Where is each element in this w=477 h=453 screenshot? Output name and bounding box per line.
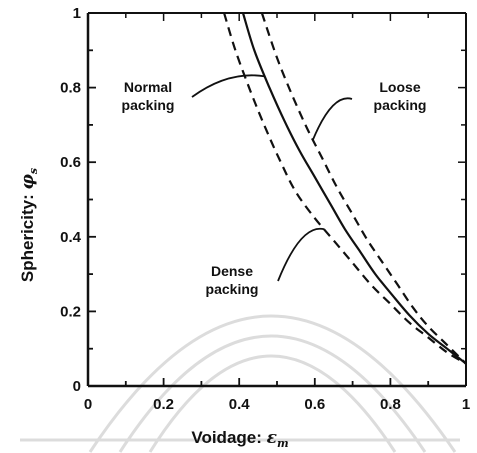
x-tick-label: 0	[84, 396, 92, 413]
y-tick-label: 0	[73, 378, 81, 395]
x-tick-label: 0.6	[304, 396, 325, 413]
y-tick-label: 0.6	[60, 154, 81, 171]
leader-line-dense-packing	[277, 227, 325, 282]
leader-line-loose-packing	[312, 97, 353, 141]
series-line-dense-packing	[223, 12, 467, 365]
annotation-loose-packing: Loose packing	[374, 79, 427, 113]
x-tick-label: 0.2	[153, 396, 174, 413]
y-axis-title: Sphericity: φs	[18, 168, 40, 282]
series-line-loose-packing	[260, 12, 467, 365]
annotation-dense-packing: Dense packing	[206, 263, 259, 297]
x-tick-label: 0.4	[229, 396, 251, 413]
x-tick-label: 1	[462, 396, 470, 413]
y-tick-label: 1	[73, 5, 81, 22]
y-tick-label: 0.2	[60, 303, 81, 320]
annotation-normal-packing: Normal packing	[122, 79, 175, 113]
axes	[86, 12, 467, 388]
ticks	[87, 12, 467, 387]
y-tick-label: 0.8	[60, 80, 81, 97]
annotation-leaders	[191, 74, 353, 282]
x-tick-label: 0.8	[380, 396, 401, 413]
annotations: Normal packing Loose packing Dense packing	[122, 79, 427, 297]
series-lines	[223, 12, 467, 365]
y-tick-label: 0.4	[60, 229, 82, 246]
tick-labels: 0 0.2 0.4 0.6 0.8 1 0 0.2 0.4 0.6 0.8 1	[60, 5, 470, 413]
series-line-normal-packing	[241, 12, 467, 365]
leader-line-normal-packing	[191, 74, 266, 98]
x-axis-title: Voidage: εm	[191, 428, 288, 450]
